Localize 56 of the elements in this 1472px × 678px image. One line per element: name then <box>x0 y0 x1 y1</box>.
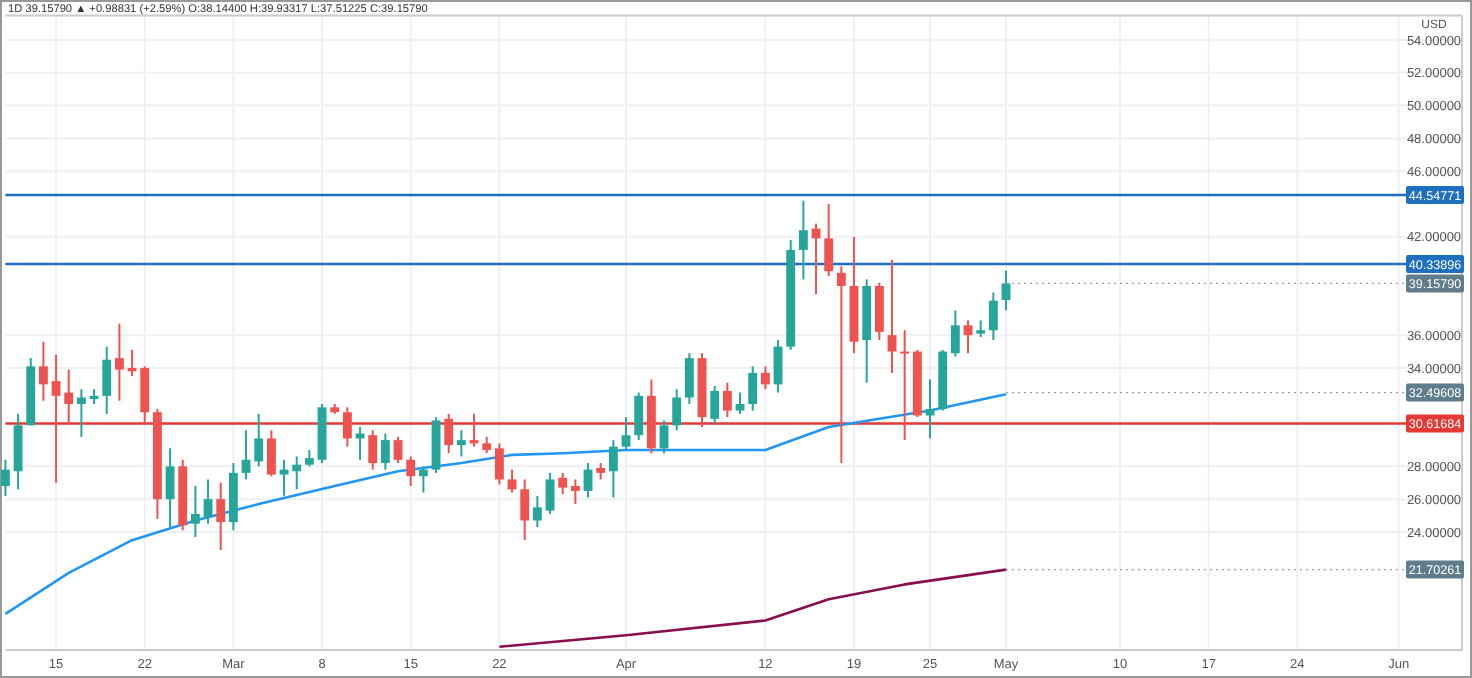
candlestick <box>418 465 428 494</box>
candlestick <box>532 494 542 529</box>
candlestick <box>203 478 213 525</box>
candlestick <box>760 365 770 391</box>
candlestick <box>900 329 910 442</box>
candlestick <box>558 471 568 496</box>
candlestick <box>38 340 48 402</box>
candlestick <box>672 388 682 432</box>
candlestick <box>836 265 846 465</box>
candlestick <box>393 435 403 465</box>
candlestick <box>1001 269 1011 312</box>
candlestick <box>950 309 960 358</box>
candlestick <box>190 485 200 538</box>
candlestick <box>406 455 416 488</box>
candlestick <box>165 447 175 529</box>
candlestick <box>241 429 251 481</box>
candlestick <box>634 391 644 442</box>
line-series <box>498 568 1008 649</box>
candlestick <box>887 258 897 374</box>
candlestick <box>380 432 390 471</box>
candlestick <box>710 384 720 425</box>
candlestick <box>520 478 530 542</box>
candlestick <box>608 439 618 499</box>
candlestick <box>494 442 504 486</box>
candlestick <box>456 429 466 458</box>
candlestick <box>0 458 10 497</box>
candlestick <box>102 345 112 415</box>
candlestick <box>659 419 669 455</box>
candlestick <box>570 478 580 506</box>
candlestick <box>988 291 998 342</box>
candlestick <box>51 353 61 484</box>
candlestick <box>279 458 289 497</box>
candlestick <box>684 352 694 406</box>
candlestick <box>292 455 302 491</box>
candlestick <box>963 319 973 355</box>
candlestick <box>722 381 732 419</box>
candlestick <box>444 412 454 455</box>
candlestick <box>874 281 884 342</box>
candlestick <box>798 199 808 281</box>
candlestick <box>114 322 124 402</box>
candlestick <box>507 468 517 494</box>
candlestick <box>748 365 758 412</box>
candlestick <box>545 471 555 515</box>
candlestick <box>621 416 631 451</box>
candlestick <box>735 391 745 415</box>
candlestick <box>216 481 226 551</box>
candlestick <box>140 365 150 425</box>
candlestick <box>368 429 378 471</box>
candlestick <box>342 406 352 448</box>
candlestick <box>13 412 23 491</box>
candlestick <box>254 412 264 468</box>
candlestick <box>266 429 276 478</box>
candlestick <box>64 368 74 425</box>
candlestick <box>824 202 834 278</box>
candlestick <box>76 388 86 438</box>
candlestick <box>925 378 935 440</box>
